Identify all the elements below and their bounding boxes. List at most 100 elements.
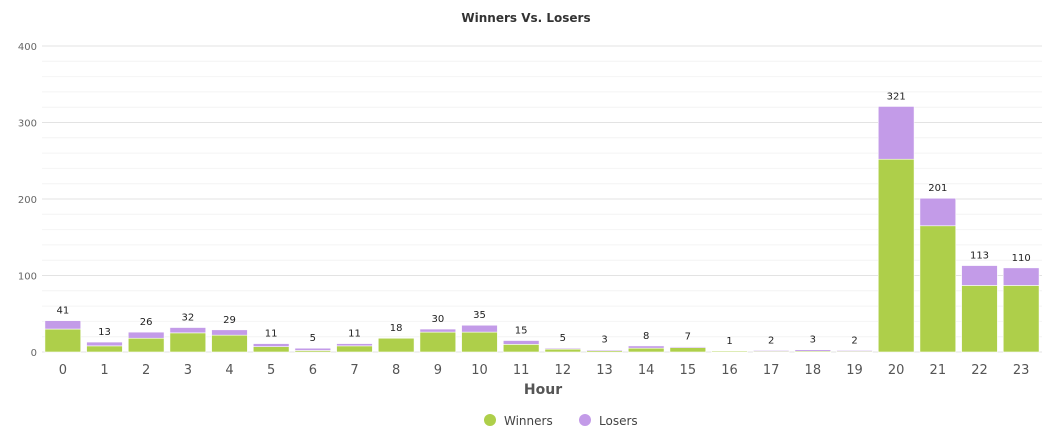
bar-winners-22[interactable] [961, 285, 998, 353]
bar-losers-10[interactable] [461, 324, 498, 333]
bar-winners-11[interactable] [502, 344, 540, 353]
x-tick-label-2: 2 [142, 363, 150, 378]
bar-winners-16[interactable] [711, 350, 748, 353]
bar-losers-14[interactable] [627, 345, 665, 349]
bar-losers-6[interactable] [294, 347, 332, 351]
x-tick-label-20: 20 [888, 363, 905, 378]
y-tick-label: 100 [18, 272, 37, 283]
bar-losers-18[interactable] [794, 349, 832, 352]
chart-title: Winners Vs. Losers [461, 11, 590, 25]
bar-losers-15[interactable] [669, 346, 707, 348]
x-tick-label-23: 23 [1013, 363, 1030, 378]
legend-marker [484, 414, 496, 426]
bar-losers-5[interactable] [252, 343, 290, 347]
x-tick-label-17: 17 [763, 363, 780, 378]
bar-losers-20[interactable] [877, 106, 915, 160]
bar-winners-23[interactable] [1002, 285, 1040, 353]
bar-winners-3[interactable] [169, 332, 207, 353]
data-label-total-9: 30 [431, 314, 444, 325]
bar-winners-10[interactable] [461, 331, 498, 353]
x-tick-label-4: 4 [225, 363, 233, 378]
x-tick-label-6: 6 [309, 363, 317, 378]
data-label-total-18: 3 [810, 335, 816, 346]
data-label-total-7: 11 [348, 329, 361, 340]
bar-losers-21[interactable] [919, 197, 957, 227]
bar-winners-5[interactable] [252, 346, 290, 353]
x-tick-label-11: 11 [513, 363, 530, 378]
y-tick-label: 0 [31, 348, 37, 359]
x-tick-label-9: 9 [434, 363, 442, 378]
legend: Winners Losers [484, 414, 638, 428]
x-tick-label-13: 13 [596, 363, 613, 378]
bar-winners-2[interactable] [127, 337, 165, 353]
bar-losers-19[interactable] [836, 350, 873, 352]
legend-label: Losers [599, 414, 638, 428]
x-tick-label-15: 15 [680, 363, 697, 378]
grid [42, 45, 1042, 353]
data-label-total-17: 2 [768, 335, 774, 346]
bar-winners-15[interactable] [669, 347, 707, 353]
bar-losers-22[interactable] [961, 265, 998, 286]
x-tick-label-22: 22 [971, 363, 988, 378]
bars [44, 106, 1040, 353]
data-label-total-11: 15 [515, 326, 528, 337]
x-tick-label-18: 18 [805, 363, 822, 378]
bar-losers-13[interactable] [586, 349, 623, 352]
bar-losers-4[interactable] [211, 329, 248, 336]
x-tick-label-7: 7 [350, 363, 358, 378]
x-tick-label-1: 1 [100, 363, 108, 378]
data-label-total-12: 5 [560, 333, 566, 344]
bar-winners-1[interactable] [86, 345, 123, 353]
x-tick-label-3: 3 [184, 363, 192, 378]
bar-winners-21[interactable] [919, 225, 957, 353]
x-axis: 0 1 2 3 4 5 6 7 8 9 10 11 12 13 14 15 16 17 18 19 20 21 22 23 [59, 363, 1030, 378]
data-label-total-10: 35 [473, 310, 486, 321]
x-tick-label-0: 0 [59, 363, 67, 378]
x-tick-label-21: 21 [930, 363, 947, 378]
x-tick-label-19: 19 [846, 363, 863, 378]
x-tick-label-16: 16 [721, 363, 738, 378]
data-label-total-14: 8 [643, 331, 649, 342]
bar-losers-3[interactable] [169, 327, 207, 334]
legend-marker [579, 414, 591, 426]
data-label-total-23: 110 [1012, 253, 1031, 264]
bar-losers-11[interactable] [502, 340, 540, 345]
bar-losers-0[interactable] [44, 320, 82, 330]
bar-losers-9[interactable] [419, 328, 457, 333]
data-label-total-4: 29 [223, 315, 236, 326]
bar-winners-8[interactable] [377, 337, 415, 353]
bar-losers-7[interactable] [336, 343, 373, 347]
bar-winners-0[interactable] [44, 328, 82, 353]
data-label-total-6: 5 [310, 333, 316, 344]
data-label-total-22: 113 [970, 251, 989, 262]
bar-winners-9[interactable] [419, 331, 457, 353]
data-label-total-21: 201 [928, 183, 947, 194]
y-axis: 0 100 200 300 400 [18, 42, 37, 359]
bar-losers-23[interactable] [1002, 267, 1040, 286]
data-label-total-16: 1 [726, 336, 732, 347]
bar-losers-12[interactable] [544, 347, 582, 350]
data-label-total-8: 18 [390, 323, 403, 334]
bar-winners-4[interactable] [211, 334, 248, 353]
y-tick-label: 200 [18, 195, 37, 206]
bar-losers-2[interactable] [127, 331, 165, 339]
x-axis-title: Hour [524, 382, 562, 398]
bar-losers-17[interactable] [752, 350, 790, 352]
bar-winners-14[interactable] [627, 347, 665, 353]
legend-item-winners[interactable]: Winners [484, 414, 553, 428]
y-tick-label: 300 [18, 119, 37, 130]
data-label-total-13: 3 [601, 335, 607, 346]
bar-winners-20[interactable] [877, 158, 915, 353]
bar-losers-1[interactable] [86, 341, 123, 347]
data-label-total-5: 11 [265, 329, 278, 340]
bar-winners-7[interactable] [336, 345, 373, 353]
legend-item-losers[interactable]: Losers [579, 414, 638, 428]
data-label-total-2: 26 [140, 317, 153, 328]
x-tick-label-14: 14 [638, 363, 655, 378]
x-tick-label-8: 8 [392, 363, 400, 378]
data-label-total-20: 321 [887, 91, 906, 102]
data-label-total-1: 13 [98, 327, 111, 338]
data-label-total-15: 7 [685, 332, 691, 343]
